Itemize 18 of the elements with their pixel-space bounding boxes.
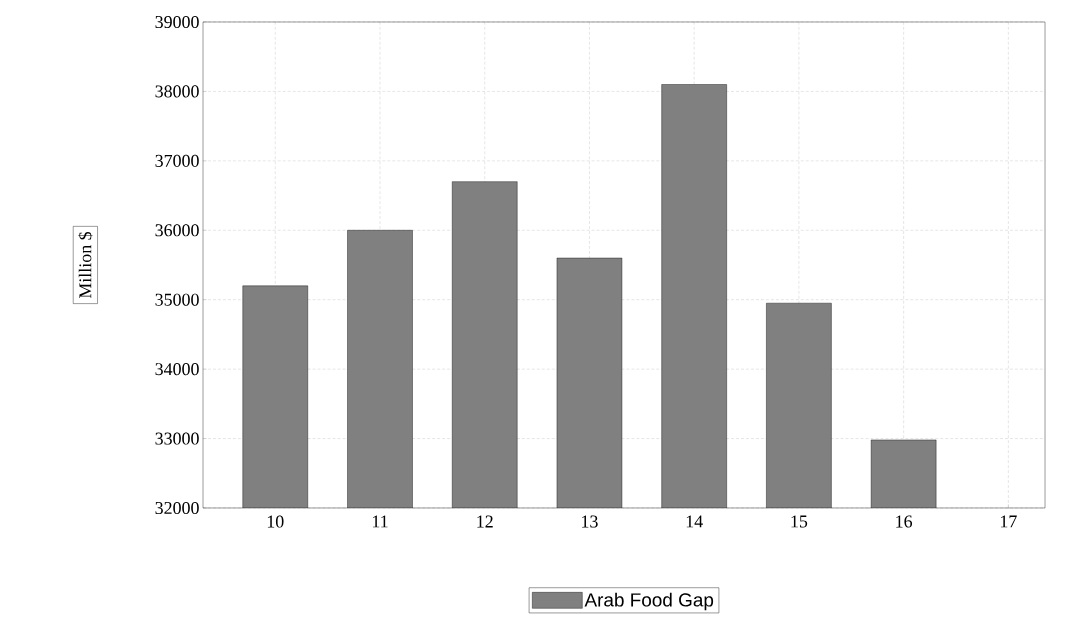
y-tick-label: 37000 <box>155 154 199 167</box>
y-tick-label: 38000 <box>155 85 199 98</box>
x-tick-label: 13 <box>582 515 598 528</box>
y-tick-label: 36000 <box>155 224 199 237</box>
legend-label: Arab Food Gap <box>584 592 714 611</box>
x-tick-label: 12 <box>477 515 493 528</box>
y-tick-label: 32000 <box>155 501 199 515</box>
y-tick-label: 34000 <box>155 363 199 376</box>
y-tick-label: 33000 <box>155 432 199 445</box>
y-tick-label: 39000 <box>155 15 199 29</box>
x-tick-label: 11 <box>372 515 388 528</box>
x-tick-label: 17 <box>1000 515 1017 528</box>
x-tick-label: 15 <box>791 515 808 528</box>
x-tick-label: 10 <box>267 515 284 528</box>
x-tick-label: 14 <box>686 515 703 528</box>
y-tick-label: 35000 <box>155 293 199 306</box>
y-axis-title: Million $ <box>78 231 93 299</box>
x-tick-label: 16 <box>896 515 913 528</box>
